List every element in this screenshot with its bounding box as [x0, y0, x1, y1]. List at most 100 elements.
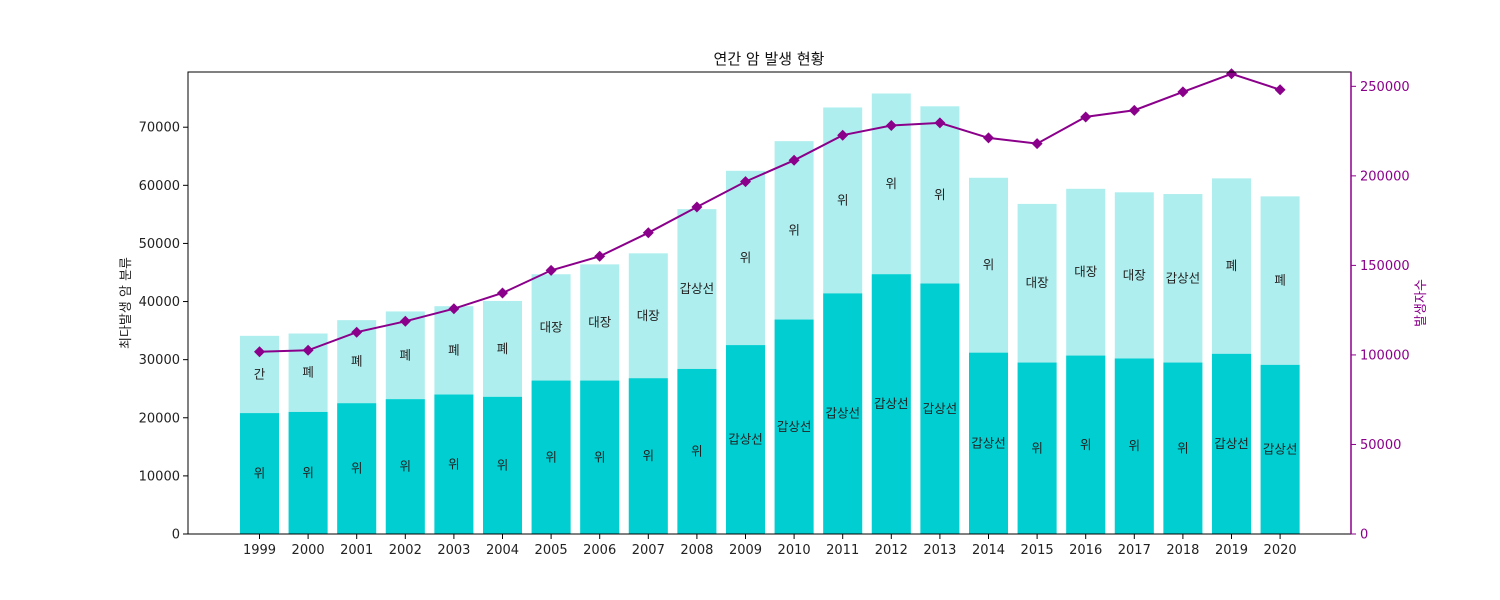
- right-tick-label-100000: 100000: [1360, 348, 1410, 363]
- bar-label-first-2000: 위: [302, 465, 314, 480]
- total-marker-2018: [1177, 86, 1189, 98]
- total-marker-2011: [837, 129, 849, 141]
- bar-label-second-2002: 폐: [400, 347, 412, 362]
- x-tick-label-2000: 2000: [292, 543, 325, 558]
- bar-label-second-2006: 대장: [588, 314, 612, 329]
- x-tick-label-2013: 2013: [923, 543, 956, 558]
- bar-first-1999: [240, 413, 279, 534]
- right-tick-label-250000: 250000: [1360, 80, 1410, 95]
- bar-label-first-2014: 갑상선: [971, 435, 1006, 450]
- bar-label-second-2003: 폐: [448, 342, 460, 357]
- bar-label-second-2016: 대장: [1074, 264, 1098, 279]
- bar-first-2016: [1066, 355, 1106, 534]
- bar-first-2001: [337, 403, 377, 534]
- bar-label-second-2009: 위: [740, 250, 752, 265]
- bar-label-first-2004: 위: [497, 457, 509, 472]
- bar-first-2005: [531, 380, 571, 534]
- total-marker-2000: [302, 344, 314, 356]
- x-tick-label-2016: 2016: [1069, 543, 1102, 558]
- bar-label-first-2011: 갑상선: [825, 406, 860, 421]
- x-tick-label-2014: 2014: [972, 543, 1005, 558]
- bar-first-2020: [1260, 364, 1300, 534]
- bar-label-first-2018: 위: [1177, 440, 1189, 455]
- bar-label-second-2001: 폐: [351, 354, 363, 369]
- bar-first-2018: [1163, 362, 1203, 534]
- total-marker-2012: [885, 120, 897, 132]
- x-tick-label-2002: 2002: [389, 543, 422, 558]
- bar-first-2004: [483, 396, 522, 534]
- bar-first-2009: [726, 345, 765, 534]
- total-marker-2001: [351, 326, 363, 338]
- bar-label-second-2005: 대장: [540, 319, 564, 334]
- total-marker-2020: [1274, 84, 1286, 96]
- left-tick-label-50000: 50000: [139, 237, 180, 252]
- bar-first-2017: [1114, 358, 1154, 534]
- bar-label-second-2020: 폐: [1274, 273, 1286, 288]
- x-tick-label-2020: 2020: [1264, 543, 1297, 558]
- bar-first-2010: [774, 319, 814, 534]
- bar-first-2019: [1212, 353, 1251, 534]
- line-area: [254, 68, 1286, 358]
- bar-area: 위간위폐위폐위폐위폐위폐위대장위대장위대장위갑상선갑상선위갑상선위갑상선위갑상선…: [240, 93, 1300, 535]
- bar-label-second-2013: 위: [934, 187, 946, 202]
- x-tick-label-2011: 2011: [826, 543, 859, 558]
- bar-label-first-2012: 갑상선: [874, 396, 909, 411]
- bar-first-2012: [871, 274, 911, 534]
- total-line: [259, 72, 1281, 353]
- x-tick-label-2010: 2010: [778, 543, 811, 558]
- x-tick-label-2009: 2009: [729, 543, 762, 558]
- bar-label-first-2020: 갑상선: [1263, 441, 1298, 456]
- total-marker-2005: [545, 264, 557, 276]
- bar-label-second-2000: 폐: [302, 365, 314, 380]
- total-marker-2017: [1128, 104, 1140, 116]
- total-marker-2006: [594, 250, 606, 262]
- total-marker-2002: [399, 315, 411, 327]
- x-tick-label-2008: 2008: [680, 543, 713, 558]
- bar-label-first-2019: 갑상선: [1214, 436, 1249, 451]
- x-tick-label-2003: 2003: [437, 543, 470, 558]
- right-tick-label-50000: 50000: [1360, 438, 1401, 453]
- right-tick-label-200000: 200000: [1360, 169, 1410, 184]
- left-tick-label-60000: 60000: [139, 179, 180, 194]
- bar-label-second-2010: 위: [788, 222, 800, 237]
- x-axis: 1999 2000 2001 2002 2003 2004 2005 2006 2007 2008…: [243, 534, 1297, 558]
- left-tick-label-70000: 70000: [139, 121, 180, 136]
- total-marker-1999: [254, 346, 265, 358]
- total-marker-2014: [983, 132, 994, 144]
- right-tick-label-150000: 150000: [1360, 259, 1410, 274]
- bar-label-second-2012: 위: [886, 176, 898, 191]
- bar-label-first-1999: 위: [254, 466, 266, 481]
- bar-first-2007: [628, 378, 668, 534]
- left-axis: 0 10000 20000 30000 40000 50000 60000 70000: [139, 121, 188, 543]
- chart-title: 연간 암 발생 현황: [714, 50, 825, 68]
- bar-first-2015: [1017, 362, 1057, 534]
- bar-label-first-2015: 위: [1031, 440, 1043, 455]
- total-marker-2009: [740, 176, 751, 188]
- x-tick-label-1999: 1999: [243, 543, 276, 558]
- total-marker-2013: [934, 117, 946, 129]
- left-tick-label-0: 0: [172, 528, 180, 543]
- bar-label-second-2007: 대장: [637, 308, 661, 323]
- total-marker-2004: [497, 287, 508, 299]
- bar-label-first-2016: 위: [1080, 437, 1092, 452]
- bar-label-second-2008: 갑상선: [680, 281, 715, 296]
- total-marker-2007: [642, 227, 654, 239]
- bar-first-2014: [969, 352, 1008, 534]
- bar-label-first-2005: 위: [545, 449, 557, 464]
- right-tick-label-0: 0: [1360, 528, 1368, 543]
- bar-first-2008: [677, 368, 717, 534]
- bar-first-2000: [288, 411, 328, 534]
- x-tick-label-2012: 2012: [875, 543, 908, 558]
- x-tick-label-2017: 2017: [1118, 543, 1151, 558]
- bar-label-second-2019: 폐: [1226, 258, 1238, 273]
- bar-label-first-2006: 위: [594, 449, 606, 464]
- bar-first-2013: [920, 283, 960, 534]
- bar-label-second-2004: 폐: [497, 341, 509, 356]
- left-axis-label: 최다발생 암 분류: [119, 257, 134, 349]
- x-tick-label-2019: 2019: [1215, 543, 1248, 558]
- bar-first-2002: [385, 399, 425, 534]
- bar-label-second-2015: 대장: [1026, 275, 1050, 290]
- total-marker-2008: [691, 201, 703, 213]
- bar-label-first-2017: 위: [1129, 438, 1141, 453]
